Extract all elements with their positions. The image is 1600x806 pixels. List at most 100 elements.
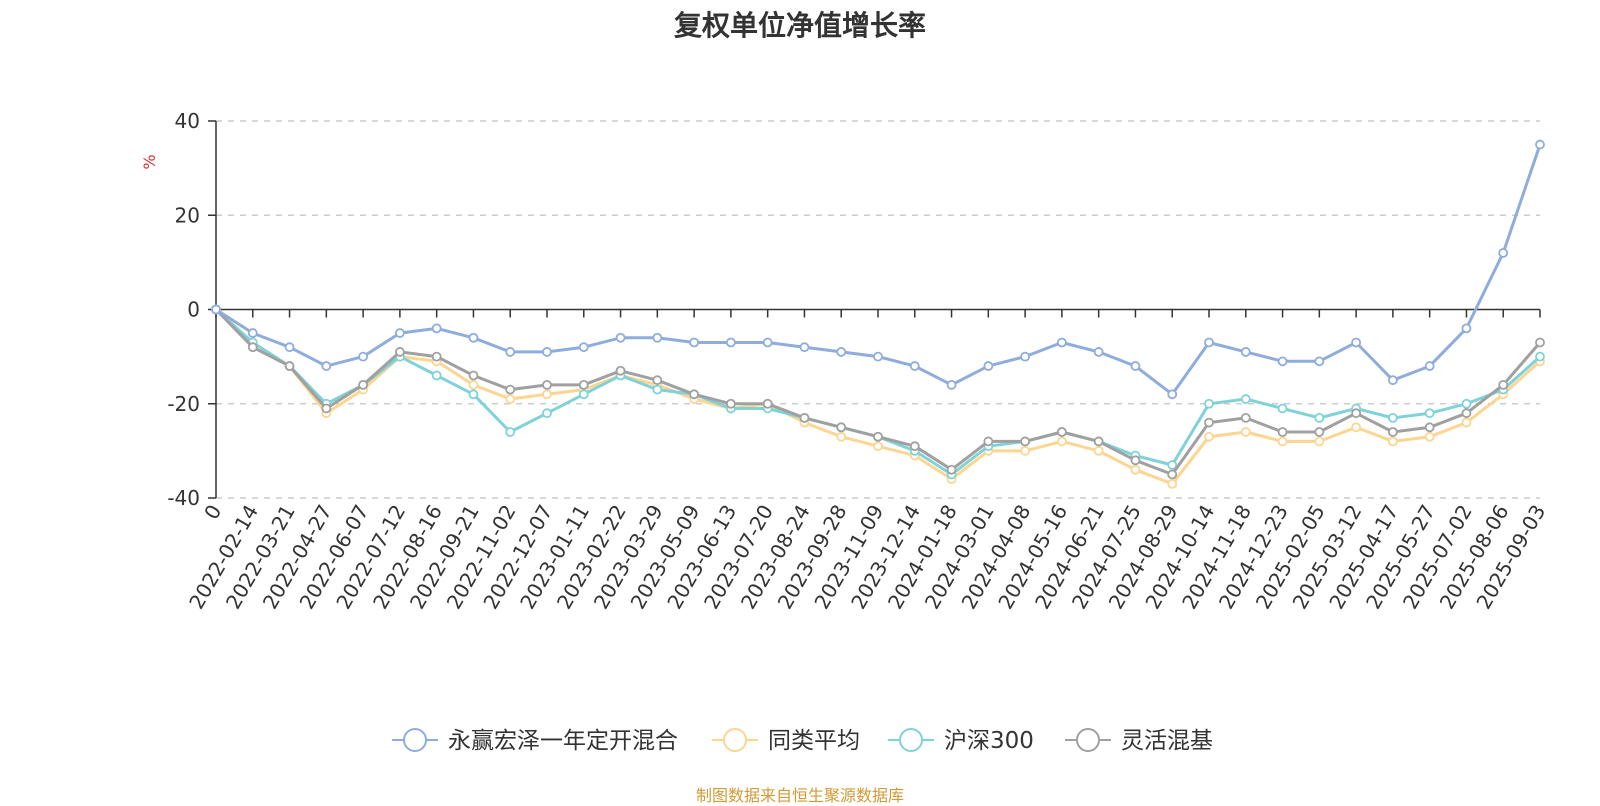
data-point: [725, 398, 736, 409]
data-point: [468, 389, 479, 400]
data-point: [505, 347, 516, 357]
data-point: [1277, 436, 1288, 447]
data-point: [1277, 427, 1288, 437]
data-point: [652, 384, 663, 395]
y-tick-label: -40: [167, 486, 200, 510]
legend-label: 永赢宏泽一年定开混合: [448, 728, 678, 754]
data-point: [1056, 337, 1067, 348]
source-note: 制图数据来自恒生聚源数据库: [695, 786, 904, 805]
data-point: [909, 361, 920, 371]
data-point: [1204, 337, 1214, 348]
data-point: [468, 332, 479, 343]
data-point: [689, 337, 700, 348]
data-point: [1498, 379, 1509, 390]
x-tick-label: 0: [199, 501, 226, 524]
data-point: [873, 351, 883, 362]
data-point: [1535, 139, 1545, 150]
data-point: [873, 431, 883, 442]
data-point: [247, 328, 258, 338]
data-point: [1130, 361, 1141, 371]
data-point: [1461, 408, 1472, 419]
y-tick-label: 0: [187, 298, 200, 322]
data-point: [1535, 337, 1545, 348]
legend-marker-icon: [1076, 728, 1100, 752]
legend-label: 同类平均: [768, 728, 860, 754]
data-point: [1240, 427, 1251, 437]
data-point: [689, 389, 700, 400]
data-point: [431, 370, 442, 381]
legend-label: 沪深300: [944, 728, 1034, 754]
data-point: [1093, 347, 1104, 357]
data-point: [211, 304, 221, 315]
data-point: [1277, 356, 1288, 367]
data-point: [1314, 436, 1325, 447]
data-point: [1424, 422, 1435, 433]
data-point: [762, 398, 773, 409]
data-point: [358, 379, 369, 390]
data-point: [1387, 412, 1398, 423]
data-point: [615, 332, 626, 343]
data-point: [1498, 248, 1509, 258]
data-point: [542, 347, 552, 357]
data-point: [799, 412, 810, 423]
data-point: [468, 370, 479, 381]
data-point: [1167, 478, 1178, 489]
legend-item[interactable]: 沪深300: [888, 728, 1034, 754]
data-point: [1424, 408, 1435, 419]
data-point: [321, 403, 332, 414]
data-point: [542, 379, 552, 390]
data-point: [431, 323, 442, 334]
data-point: [1351, 422, 1362, 433]
data-point: [1387, 375, 1398, 386]
legend-item[interactable]: 同类平均: [712, 728, 860, 754]
data-point: [394, 347, 405, 357]
y-tick-label: -20: [167, 392, 200, 416]
data-point: [1240, 347, 1251, 357]
data-point: [725, 337, 736, 348]
data-point: [1240, 412, 1251, 423]
data-point: [394, 328, 405, 338]
data-point: [615, 365, 626, 376]
legend-marker-icon: [403, 728, 427, 752]
data-point: [1277, 403, 1288, 414]
data-point: [1461, 323, 1472, 334]
data-point: [836, 347, 847, 357]
legend-marker-icon: [723, 728, 747, 752]
legend-item[interactable]: 永赢宏泽一年定开混合: [392, 728, 678, 754]
data-point: [1535, 351, 1545, 362]
data-point: [431, 351, 442, 362]
data-point: [1020, 436, 1031, 447]
data-point: [1387, 436, 1398, 447]
legend[interactable]: 永赢宏泽一年定开混合 同类平均 沪深300 灵活混基: [392, 728, 1213, 754]
data-point: [909, 441, 920, 452]
data-point: [762, 337, 773, 348]
data-point: [1424, 431, 1435, 442]
data-point: [1351, 408, 1362, 419]
data-point: [1020, 351, 1031, 362]
data-point: [358, 351, 369, 362]
legend-item[interactable]: 灵活混基: [1065, 728, 1213, 754]
data-point: [1351, 337, 1362, 348]
data-point: [1167, 389, 1178, 400]
data-point: [1461, 398, 1472, 409]
data-point: [836, 431, 847, 442]
data-point: [983, 436, 994, 447]
data-point: [1167, 460, 1178, 470]
data-point: [284, 342, 295, 353]
data-point: [247, 342, 258, 353]
data-point: [1424, 361, 1435, 371]
data-point: [1130, 464, 1141, 475]
data-point: [578, 342, 589, 353]
data-point: [836, 422, 847, 433]
data-point: [652, 332, 663, 343]
data-point: [1314, 356, 1325, 367]
data-point: [873, 441, 883, 452]
data-point: [1020, 445, 1031, 456]
data-point: [542, 389, 552, 400]
series-line-1: [214, 308, 1542, 486]
data-point: [946, 379, 957, 390]
data-point: [1387, 427, 1398, 437]
legend-marker-icon: [899, 728, 923, 752]
data-point: [1167, 469, 1178, 480]
